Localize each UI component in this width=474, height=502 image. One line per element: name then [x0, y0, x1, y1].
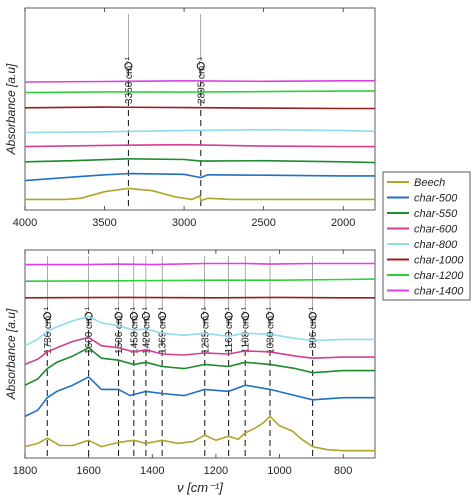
x-tick-label: 4000 — [13, 217, 37, 229]
series-line-char-550 — [24, 346, 375, 386]
legend-label-char-500: char-500 — [414, 193, 458, 205]
annotation-label: 1600 cm⁻¹ — [84, 306, 95, 354]
x-tick-label: 1000 — [267, 465, 291, 477]
legend-label-char-550: char-550 — [414, 208, 458, 220]
x-tick-label: 1200 — [204, 465, 228, 477]
annotation-marker — [200, 312, 209, 320]
x-tick-label: 3500 — [92, 217, 116, 229]
legend-label-beech: Beech — [414, 177, 445, 189]
annotation-label: 1506 cm⁻¹ — [114, 306, 125, 354]
annotation-label: 1235 cm⁻¹ — [200, 306, 211, 354]
axes-frame — [24, 249, 376, 459]
annotation-marker — [114, 312, 123, 320]
legend-box — [382, 171, 471, 301]
panel-bottom: 1800 1600 1400 1200 1000 800 Absorbance [a.u] ν… — [4, 249, 376, 495]
series-line-char-800 — [24, 128, 376, 134]
annotation-marker — [141, 312, 150, 320]
series-line-char-550 — [24, 158, 376, 164]
series-line-char-1400 — [24, 80, 375, 83]
series-line-char-1000 — [24, 106, 375, 110]
legend-label-char-1200: char-1200 — [414, 270, 464, 282]
annotation-marker — [158, 312, 167, 320]
series-line-char-500 — [24, 376, 375, 418]
series-line-beech — [24, 415, 375, 452]
annotation-marker — [241, 312, 250, 320]
x-tick-label: 1400 — [140, 465, 164, 477]
x-axis-label: ν [cm⁻¹] — [177, 480, 223, 495]
annotation-label: 896 cm⁻¹ — [308, 306, 319, 348]
x-tick-label: 1800 — [13, 465, 37, 477]
annotation-marker — [266, 312, 274, 320]
annotation-label: 1420 cm⁻¹ — [141, 306, 152, 354]
series-line-beech — [25, 187, 375, 202]
y-axis-label: Absorbance [a.u] — [4, 308, 18, 400]
annotation-label: 1160 cm⁻¹ — [224, 306, 235, 353]
x-tick-label: 2500 — [251, 217, 275, 229]
annotation-label: 1030 cm⁻¹ — [266, 306, 277, 354]
series-line-char-1200 — [24, 90, 375, 94]
series-line-char-600 — [24, 143, 375, 148]
series-line-char-600 — [24, 336, 375, 366]
x-tick-label: 800 — [334, 465, 352, 477]
legend-label-char-1400: char-1400 — [414, 286, 464, 298]
annotation-marker — [84, 312, 93, 320]
x-tick-label: 2000 — [331, 217, 355, 229]
annotation-marker — [308, 312, 317, 320]
series-line-char-1200 — [24, 278, 376, 283]
annotation-label: 1369 cm⁻¹ — [158, 306, 169, 354]
annotation-marker — [224, 312, 233, 320]
x-tick-label: 1600 — [76, 465, 100, 477]
annotation-marker — [124, 62, 133, 70]
y-axis-label: Absorbance [a.u] — [4, 63, 18, 155]
legend-label-char-1000: char-1000 — [414, 255, 464, 267]
x-tick-label: 3000 — [172, 217, 196, 229]
series-line-char-1400 — [25, 262, 375, 266]
series-line-char-800 — [24, 315, 375, 347]
panel-top: 4000 3500 3000 2500 2000 Absorbance [a.u] 3350… — [4, 7, 376, 229]
legend-label-char-800: char-800 — [414, 239, 458, 251]
annotation-marker — [129, 312, 138, 320]
annotation-marker — [43, 312, 52, 320]
legend-label-char-600: char-600 — [414, 224, 458, 236]
annotation-label: 3350 cm⁻¹ — [124, 56, 135, 104]
annotation-marker — [196, 62, 205, 70]
legend: Beech char-500 char-550 char-600 char-800 cha… — [382, 171, 471, 301]
annotation-label: 1108 cm⁻¹ — [241, 306, 252, 353]
series-line-char-500 — [24, 172, 375, 182]
